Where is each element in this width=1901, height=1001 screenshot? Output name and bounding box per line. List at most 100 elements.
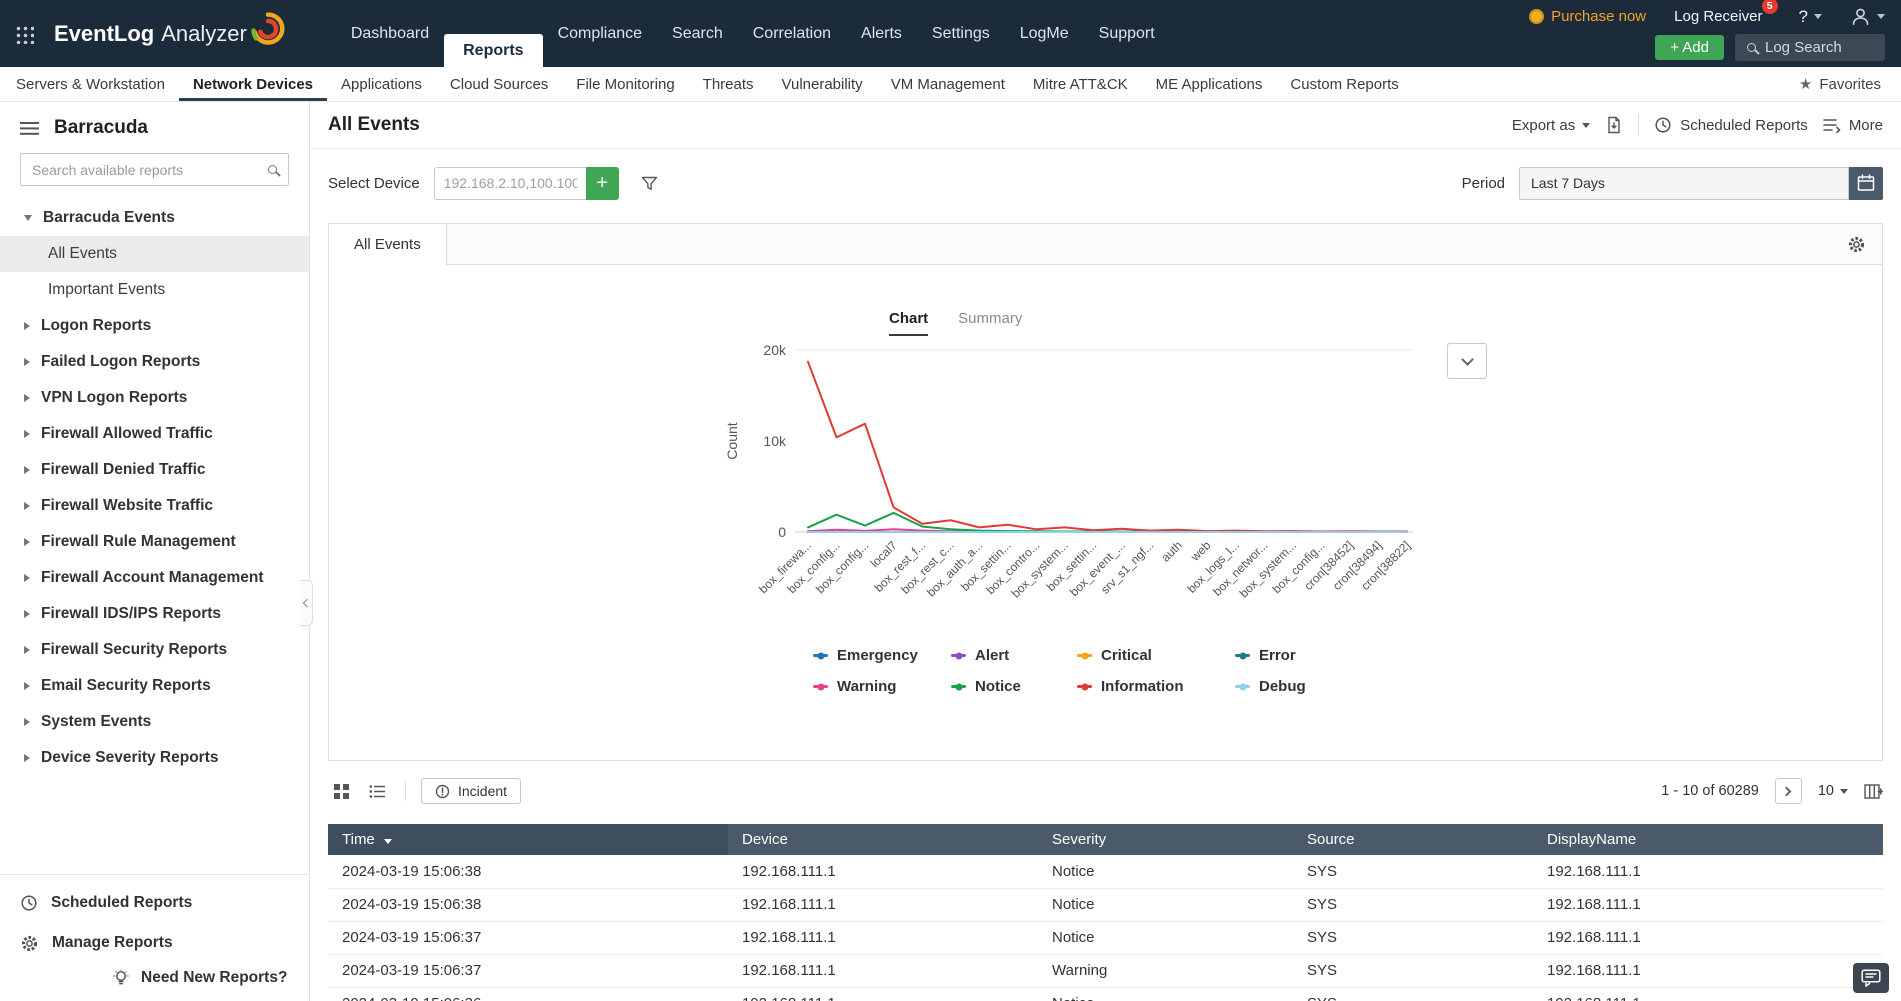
chart-options-dropdown[interactable] xyxy=(1447,343,1487,379)
sidebar-item-firewall-account-management[interactable]: Firewall Account Management xyxy=(0,560,309,596)
user-avatar-icon xyxy=(1852,8,1869,25)
purchase-now-button[interactable]: Purchase now xyxy=(1529,8,1646,25)
column-header-time[interactable]: Time xyxy=(328,824,728,855)
sidebar-item-barracuda-events[interactable]: Barracuda Events xyxy=(0,200,309,236)
help-menu[interactable]: ? xyxy=(1799,7,1822,27)
column-header-source[interactable]: Source xyxy=(1293,824,1533,855)
sidebar-item-failed-logon-reports[interactable]: Failed Logon Reports xyxy=(0,344,309,380)
sidebar-item-firewall-ids-ips-reports[interactable]: Firewall IDS/IPS Reports xyxy=(0,596,309,632)
period-input[interactable] xyxy=(1519,166,1849,200)
device-input[interactable] xyxy=(433,166,586,200)
calendar-icon xyxy=(1857,174,1875,191)
user-menu[interactable] xyxy=(1850,6,1885,27)
subnav-item-vm-management[interactable]: VM Management xyxy=(890,75,1005,93)
search-icon[interactable] xyxy=(268,165,277,174)
scheduled-reports-button[interactable]: Scheduled Reports xyxy=(1654,116,1808,134)
subnav-item-servers-workstation[interactable]: Servers & Workstation xyxy=(16,75,165,93)
subnav-item-me-applications[interactable]: ME Applications xyxy=(1155,75,1263,93)
top-nav-item-compliance[interactable]: Compliance xyxy=(557,25,643,42)
pagination: 1 - 10 of 60289 10 xyxy=(1661,778,1883,804)
legend-item-emergency[interactable]: Emergency xyxy=(813,647,951,664)
top-nav-item-logme[interactable]: LogMe xyxy=(1019,25,1069,42)
report-search-input[interactable] xyxy=(32,161,268,178)
log-receiver-button[interactable]: Log Receiver 5 xyxy=(1674,0,1778,25)
add-button[interactable]: + Add xyxy=(1655,35,1724,60)
sidebar-item-firewall-rule-management[interactable]: Firewall Rule Management xyxy=(0,524,309,560)
subnav-item-custom-reports[interactable]: Custom Reports xyxy=(1290,75,1399,93)
subnav-item-threats[interactable]: Threats xyxy=(702,75,754,93)
sidebar-item-firewall-denied-traffic[interactable]: Firewall Denied Traffic xyxy=(0,452,309,488)
table-row[interactable]: 2024-03-19 15:06:37 192.168.111.1 Notice SY… xyxy=(328,921,1883,955)
top-nav-item-dashboard[interactable]: Dashboard xyxy=(350,25,430,42)
legend-item-warning[interactable]: Warning xyxy=(813,678,951,695)
select-device-label: Select Device xyxy=(328,174,420,192)
sidebar-item-firewall-website-traffic[interactable]: Firewall Website Traffic xyxy=(0,488,309,524)
table-row[interactable]: 2024-03-19 15:06:38 192.168.111.1 Notice SY… xyxy=(328,855,1883,889)
favorites-button[interactable]: ★ Favorites xyxy=(1799,67,1901,101)
table-row[interactable]: 2024-03-19 15:06:38 192.168.111.1 Notice SY… xyxy=(328,888,1883,922)
sidebar-item-firewall-security-reports[interactable]: Firewall Security Reports xyxy=(0,632,309,668)
legend-item-error[interactable]: Error xyxy=(1235,647,1375,664)
subnav-item-file-monitoring[interactable]: File Monitoring xyxy=(576,75,675,93)
column-header-displayname[interactable]: DisplayName xyxy=(1533,824,1883,855)
sidebar-item-device-severity-reports[interactable]: Device Severity Reports xyxy=(0,740,309,776)
top-nav-item-search[interactable]: Search xyxy=(672,25,723,42)
chart-area: Chart Summary 0 10k 20k Count box_firewa... b… xyxy=(329,265,1882,761)
column-header-severity[interactable]: Severity xyxy=(1038,824,1293,855)
sidebar-item-email-security-reports[interactable]: Email Security Reports xyxy=(0,668,309,704)
column-header-device[interactable]: Device xyxy=(728,824,1038,855)
column-chooser-button[interactable] xyxy=(1864,783,1883,800)
sidebar-manage-reports[interactable]: Manage Reports xyxy=(0,923,309,963)
filter-button[interactable] xyxy=(641,176,658,191)
legend-item-alert[interactable]: Alert xyxy=(951,647,1077,664)
tab-summary[interactable]: Summary xyxy=(958,310,1023,327)
legend-item-notice[interactable]: Notice xyxy=(951,678,1077,695)
page-size-dropdown[interactable]: 10 xyxy=(1818,783,1848,799)
feedback-button[interactable] xyxy=(1853,963,1889,993)
table-row[interactable]: 2024-03-19 15:06:37 192.168.111.1 Warning S… xyxy=(328,954,1883,988)
sidebar-item-firewall-allowed-traffic[interactable]: Firewall Allowed Traffic xyxy=(0,416,309,452)
top-nav-item-settings[interactable]: Settings xyxy=(931,25,990,42)
sidebar-collapse-handle[interactable] xyxy=(300,580,313,626)
sidebar-item-logon-reports[interactable]: Logon Reports xyxy=(0,308,309,344)
legend-item-critical[interactable]: Critical xyxy=(1077,647,1235,664)
export-as-dropdown[interactable]: Export as xyxy=(1512,117,1591,134)
legend-item-debug[interactable]: Debug xyxy=(1235,678,1375,695)
legend-item-information[interactable]: Information xyxy=(1077,678,1235,695)
tab-chart[interactable]: Chart xyxy=(889,310,929,336)
list-view-button[interactable] xyxy=(364,779,390,803)
top-nav-item-reports[interactable]: Reports xyxy=(444,34,543,67)
panel-settings-button[interactable] xyxy=(1847,224,1882,264)
tab-all-events[interactable]: All Events xyxy=(329,224,447,265)
subnav-item-cloud-sources[interactable]: Cloud Sources xyxy=(449,75,549,93)
sidebar-scheduled-reports[interactable]: Scheduled Reports xyxy=(0,883,309,923)
grid-view-button[interactable] xyxy=(328,779,354,803)
sidebar-item-vpn-logon-reports[interactable]: VPN Logon Reports xyxy=(0,380,309,416)
app-body: Barracuda Barracuda Events All Events Impo… xyxy=(0,102,1901,1001)
incident-button[interactable]: Incident xyxy=(421,778,522,804)
legend-marker-icon xyxy=(813,654,828,657)
next-page-button[interactable] xyxy=(1774,778,1802,804)
calendar-button[interactable] xyxy=(1849,166,1883,200)
subnav-item-mitre-att-ck[interactable]: Mitre ATT&CK xyxy=(1032,75,1128,93)
hamburger-menu-icon[interactable] xyxy=(20,121,39,135)
log-search-button[interactable]: Log Search xyxy=(1735,34,1885,61)
sidebar-item-system-events[interactable]: System Events xyxy=(0,704,309,740)
add-device-button[interactable]: + xyxy=(585,166,619,200)
subnav-item-vulnerability[interactable]: Vulnerability xyxy=(781,75,863,93)
apps-grid-icon[interactable] xyxy=(0,0,48,67)
table-cell-device: 192.168.111.1 xyxy=(728,954,1038,988)
top-nav-item-correlation[interactable]: Correlation xyxy=(752,25,832,42)
top-nav-item-alerts[interactable]: Alerts xyxy=(861,25,902,42)
table-row[interactable]: 2024-03-19 15:06:36192.168.111.1NoticeSY… xyxy=(328,987,1883,1001)
need-new-reports-button[interactable]: Need New Reports? xyxy=(0,963,309,997)
legend-marker-icon xyxy=(1077,654,1092,657)
subnav-item-applications[interactable]: Applications xyxy=(341,75,422,93)
brand-logo[interactable]: EventLog Analyzer xyxy=(54,11,286,47)
export-file-button[interactable] xyxy=(1605,116,1623,134)
sidebar-item-important-events[interactable]: Important Events xyxy=(0,272,309,308)
more-menu[interactable]: More xyxy=(1823,117,1883,134)
subnav-item-network-devices[interactable]: Network Devices xyxy=(179,67,327,101)
top-nav-item-support[interactable]: Support xyxy=(1098,25,1155,42)
sidebar-item-all-events[interactable]: All Events xyxy=(0,236,309,272)
